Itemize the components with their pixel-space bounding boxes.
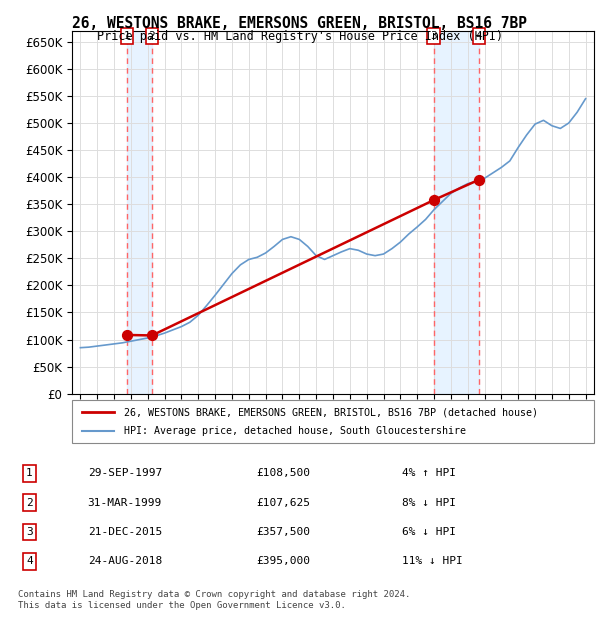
Text: 31-MAR-1999: 31-MAR-1999 (88, 498, 162, 508)
Text: £395,000: £395,000 (256, 557, 310, 567)
Text: 4: 4 (475, 31, 482, 41)
Text: 1: 1 (26, 469, 33, 479)
Text: 21-DEC-2015: 21-DEC-2015 (88, 527, 162, 537)
Text: 6% ↓ HPI: 6% ↓ HPI (402, 527, 456, 537)
FancyBboxPatch shape (72, 400, 594, 443)
Text: 26, WESTONS BRAKE, EMERSONS GREEN, BRISTOL, BS16 7BP (detached house): 26, WESTONS BRAKE, EMERSONS GREEN, BRIST… (124, 407, 538, 417)
Point (122, 330, 131, 340)
Text: 26, WESTONS BRAKE, EMERSONS GREEN, BRISTOL, BS16 7BP: 26, WESTONS BRAKE, EMERSONS GREEN, BRIST… (73, 16, 527, 31)
Text: HPI: Average price, detached house, South Gloucestershire: HPI: Average price, detached house, Sout… (124, 426, 466, 436)
Text: This data is licensed under the Open Government Licence v3.0.: This data is licensed under the Open Gov… (18, 601, 346, 611)
Bar (127, 31, 152, 394)
Text: 24-AUG-2018: 24-AUG-2018 (88, 557, 162, 567)
Text: £108,500: £108,500 (256, 469, 310, 479)
Text: Price paid vs. HM Land Registry's House Price Index (HPI): Price paid vs. HM Land Registry's House … (97, 30, 503, 43)
Text: 2: 2 (26, 498, 33, 508)
Bar (434, 31, 479, 394)
Text: 8% ↓ HPI: 8% ↓ HPI (402, 498, 456, 508)
Text: 11% ↓ HPI: 11% ↓ HPI (402, 557, 463, 567)
Text: Contains HM Land Registry data © Crown copyright and database right 2024.: Contains HM Land Registry data © Crown c… (18, 590, 410, 600)
Text: £107,625: £107,625 (256, 498, 310, 508)
Text: 2: 2 (149, 31, 155, 41)
Text: 3: 3 (26, 527, 33, 537)
Text: 4: 4 (26, 557, 33, 567)
Point (474, 175, 484, 185)
Text: 3: 3 (430, 31, 437, 41)
Text: 29-SEP-1997: 29-SEP-1997 (88, 469, 162, 479)
Point (429, 195, 439, 205)
Point (147, 330, 157, 340)
Text: 4% ↑ HPI: 4% ↑ HPI (402, 469, 456, 479)
Text: 1: 1 (124, 31, 130, 41)
Text: £357,500: £357,500 (256, 527, 310, 537)
